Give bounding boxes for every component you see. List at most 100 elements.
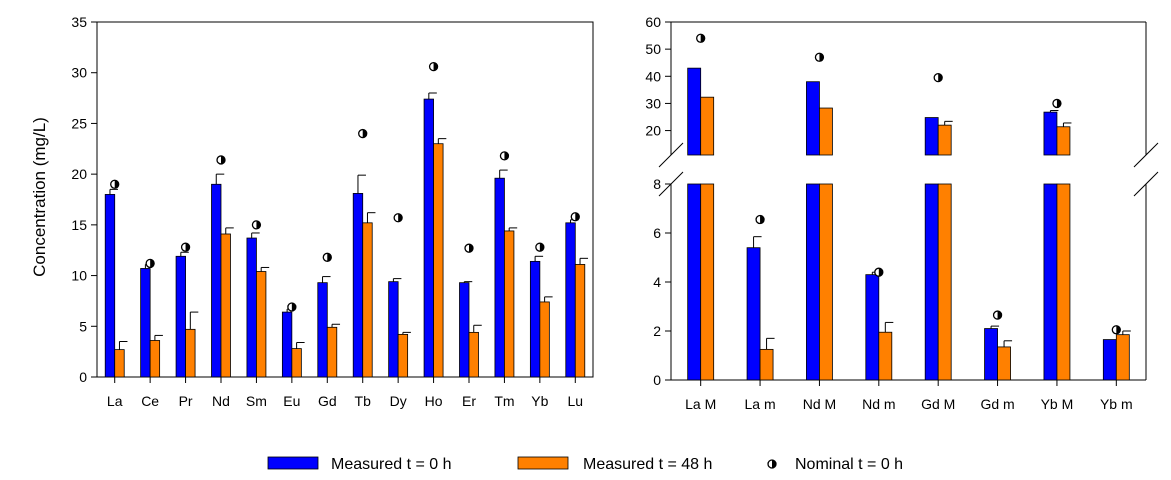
error-bar-measured-48h — [884, 321, 894, 333]
left-x-tick-label: Tb — [355, 393, 372, 409]
bar-measured-0h — [529, 260, 541, 378]
bar-measured-48h — [397, 333, 409, 378]
bar-measured-0h — [104, 194, 116, 378]
bar-measured-48h — [362, 222, 373, 378]
bar-measured-0h — [459, 282, 470, 378]
error-bar-measured-48h — [402, 331, 411, 335]
left-x-tick-label: Sm — [246, 393, 267, 409]
legend: Measured t = 0 h Measured t = 48 h Nomin… — [267, 456, 903, 473]
left-y-tick-label: 30 — [71, 65, 87, 81]
axis-break-mark-right — [1133, 142, 1159, 168]
legend-label-measured-48h: Measured t = 48 h — [583, 456, 712, 473]
left-y-tick-label: 0 — [79, 369, 87, 385]
error-bar-measured-0h — [534, 255, 544, 262]
left-y-tick-label: 5 — [79, 318, 87, 334]
marker-nominal — [814, 52, 825, 62]
bar-measured-0h — [1102, 339, 1117, 381]
bar-measured-48h — [759, 348, 774, 381]
bar-measured-48h — [256, 271, 267, 378]
right-upper-y-tick-label: 40 — [645, 68, 661, 84]
error-bar-measured-0h — [357, 174, 366, 194]
left-x-tick-label: Dy — [390, 393, 407, 409]
left-plot-frame — [96, 21, 594, 378]
left-x-tick-label: Er — [462, 393, 476, 409]
bar-measured-48h — [937, 183, 952, 381]
marker-nominal — [393, 213, 403, 223]
error-bar-measured-48h — [473, 324, 482, 333]
error-bar-measured-0h — [180, 251, 189, 257]
bar-measured-0h — [687, 67, 702, 156]
bar-measured-0h — [687, 183, 702, 381]
error-bar-measured-48h — [225, 227, 234, 234]
right-x-tick-label: Yb m — [1100, 396, 1133, 412]
marker-nominal — [145, 258, 155, 269]
bar-measured-0h — [352, 193, 364, 378]
left-y-axis-label: Concentration (mg/L) — [30, 117, 49, 277]
legend-swatch-measured-0h — [267, 456, 319, 470]
right-upper-y-tick-label: 50 — [645, 41, 661, 57]
bar-measured-48h — [878, 331, 893, 381]
error-bar-measured-48h — [544, 296, 553, 302]
axis-break-mark-right — [1133, 171, 1159, 197]
error-bar-measured-0h — [1049, 109, 1059, 113]
error-bar-measured-48h — [944, 120, 953, 126]
bar-measured-48h — [1056, 183, 1071, 381]
right-lower-y-tick-label: 6 — [653, 225, 661, 241]
error-bar-measured-48h — [766, 337, 775, 350]
left-y-tick-label: 35 — [71, 14, 87, 30]
left-x-tick-label: Lu — [567, 393, 583, 409]
error-bar-measured-0h — [392, 278, 402, 282]
legend-swatch-measured-48h — [517, 456, 569, 470]
error-bar-measured-48h — [260, 266, 270, 272]
bar-measured-0h — [281, 311, 293, 378]
bar-measured-48h — [539, 301, 550, 378]
marker-nominal — [180, 242, 191, 252]
left-x-tick-label: Nd — [212, 393, 230, 409]
left-x-tick-label: Ho — [425, 393, 443, 409]
marker-nominal — [535, 242, 545, 252]
bar-measured-48h — [997, 346, 1011, 381]
right-lower-y-tick-label: 8 — [653, 176, 661, 192]
bar-measured-0h — [746, 247, 761, 381]
right-x-tick-label: Nd M — [803, 396, 836, 412]
marker-nominal — [570, 212, 580, 222]
marker-nominal — [358, 128, 368, 139]
bar-measured-48h — [1115, 334, 1130, 381]
error-bar-measured-48h — [1122, 330, 1131, 335]
left-y-tick-label: 25 — [71, 115, 87, 131]
bar-measured-48h — [937, 124, 952, 156]
bar-measured-48h — [433, 143, 444, 378]
bar-measured-0h — [924, 183, 939, 381]
marker-nominal — [992, 310, 1003, 320]
bar-measured-48h — [149, 340, 161, 378]
bar-measured-0h — [388, 281, 399, 378]
marker-nominal — [755, 214, 765, 225]
error-bar-measured-48h — [579, 257, 589, 265]
bar-measured-48h — [819, 107, 833, 156]
right-chart: 20 30 40 50 60 0 2 4 6 8 La M La m Nd M Nd m Gd M Gd m Y… — [645, 14, 1159, 412]
error-bar-measured-0h — [499, 169, 508, 179]
error-bar-measured-48h — [154, 334, 163, 341]
marker-nominal — [216, 155, 226, 165]
bar-measured-48h — [1056, 126, 1071, 156]
left-y-tick-label: 15 — [71, 217, 87, 233]
bar-measured-48h — [291, 348, 302, 378]
bar-measured-0h — [423, 98, 434, 378]
left-x-tick-label: Yb — [531, 393, 548, 409]
legend-label-measured-0h: Measured t = 0 h — [331, 456, 452, 473]
right-x-tick-label: Gd m — [980, 396, 1014, 412]
left-x-tick-label: Ce — [141, 393, 159, 409]
error-bar-measured-48h — [296, 342, 305, 349]
bar-measured-48h — [700, 183, 715, 381]
error-bar-measured-48h — [1003, 340, 1013, 347]
right-lower-y-tick-label: 4 — [653, 274, 661, 290]
left-x-tick-label: Pr — [179, 393, 193, 409]
error-bar-measured-0h — [990, 325, 1000, 329]
right-x-tick-label: La M — [685, 396, 716, 412]
legend-label-nominal: Nominal t = 0 h — [795, 456, 903, 473]
bar-measured-0h — [211, 183, 222, 378]
right-upper-y-tick-label: 30 — [645, 95, 661, 111]
error-bar-measured-0h — [463, 281, 473, 283]
error-bar-measured-0h — [251, 232, 260, 239]
error-bar-measured-0h — [322, 276, 331, 283]
